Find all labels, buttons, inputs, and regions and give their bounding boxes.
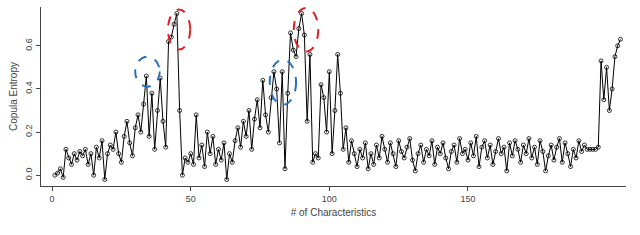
svg-text:0.2: 0.2 xyxy=(24,124,34,137)
svg-text:0.6: 0.6 xyxy=(24,38,34,51)
svg-text:150: 150 xyxy=(460,194,475,204)
svg-text:0.4: 0.4 xyxy=(24,81,34,94)
svg-text:100: 100 xyxy=(322,194,337,204)
svg-text:Copula Entropy: Copula Entropy xyxy=(8,62,19,131)
svg-text:# of Characteristics: # of Characteristics xyxy=(291,207,377,218)
svg-text:0: 0 xyxy=(50,194,55,204)
svg-text:50: 50 xyxy=(186,194,196,204)
svg-text:0.0: 0.0 xyxy=(24,168,34,181)
